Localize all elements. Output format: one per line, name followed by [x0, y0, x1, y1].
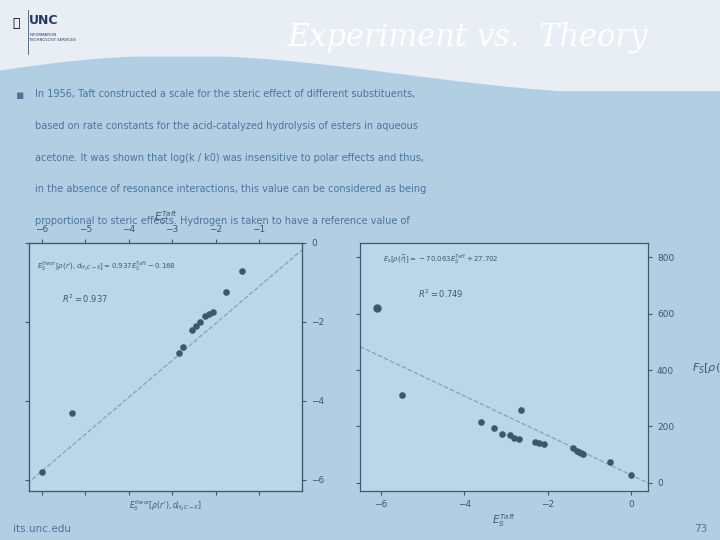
Point: [577, 449, 589, 458]
Point: [36, 467, 48, 476]
Point: [496, 429, 508, 438]
Point: [605, 457, 616, 466]
Point: [538, 440, 549, 448]
Point: [508, 434, 520, 442]
Text: $E_S^{theor}[\rho(r^\prime),d_{H_2C-X}]=0.937E_S^{Taft}-0.168$: $E_S^{theor}[\rho(r^\prime),d_{H_2C-X}]=…: [37, 260, 176, 273]
X-axis label: $E_S^{Taft}$: $E_S^{Taft}$: [492, 512, 516, 529]
X-axis label: $E_S^{Taft}$: $E_S^{Taft}$: [153, 209, 178, 226]
Point: [571, 447, 582, 456]
Point: [475, 418, 487, 427]
Text: Experiment vs.  Theory: Experiment vs. Theory: [288, 22, 648, 53]
Point: [396, 391, 408, 400]
Text: INFORMATION
TECHNOLOGY SERVICES: INFORMATION TECHNOLOGY SERVICES: [30, 32, 76, 42]
Text: UNC: UNC: [30, 14, 59, 27]
Text: its.unc.edu: its.unc.edu: [13, 524, 71, 534]
Text: In 1956, Taft constructed a scale for the steric effect of different substituent: In 1956, Taft constructed a scale for th…: [35, 89, 415, 99]
Point: [567, 443, 579, 452]
Point: [66, 408, 78, 417]
Point: [534, 439, 545, 448]
Point: [177, 343, 189, 352]
Point: [513, 435, 524, 443]
Point: [186, 326, 197, 334]
Point: [573, 448, 585, 456]
Text: ▪: ▪: [16, 89, 24, 102]
Point: [203, 309, 215, 318]
Point: [199, 312, 210, 320]
Point: [220, 288, 232, 296]
Text: acetone. It was shown that log(k / k0) was insensitive to polar effects and thus: acetone. It was shown that log(k / k0) w…: [35, 153, 423, 163]
Point: [194, 318, 206, 326]
Point: [207, 308, 219, 316]
Text: in the absence of resonance interactions, this value can be considered as being: in the absence of resonance interactions…: [35, 184, 426, 194]
Text: based on rate constants for the acid-catalyzed hydrolysis of esters in aqueous: based on rate constants for the acid-cat…: [35, 121, 418, 131]
Point: [488, 423, 500, 432]
Text: 73: 73: [694, 524, 707, 534]
Point: [236, 266, 248, 275]
Point: [626, 471, 637, 480]
Point: [575, 449, 587, 457]
Y-axis label: $F_S[\rho(\vec{r})]$: $F_S[\rho(\vec{r})]$: [693, 359, 720, 375]
X-axis label: $E_S^{theor}[\rho(r^\prime),d_{H_2C-X}]$: $E_S^{theor}[\rho(r^\prime),d_{H_2C-X}]$: [129, 498, 202, 514]
Text: 🏛: 🏛: [12, 17, 19, 30]
Text: $R^2=0.937$: $R^2=0.937$: [62, 293, 108, 305]
Text: proportional to steric effects. Hydrogen is taken to have a reference value of: proportional to steric effects. Hydrogen…: [35, 216, 409, 226]
Point: [173, 349, 184, 357]
Point: [190, 321, 202, 330]
Text: $E_s[\rho(\vec{r})]=-70.063E_S^{Taft}+27.702$: $E_s[\rho(\vec{r})]=-70.063E_S^{Taft}+27…: [383, 253, 499, 266]
Point: [515, 405, 526, 414]
Text: $R^2=0.749$: $R^2=0.749$: [418, 288, 463, 300]
Point: [505, 430, 516, 439]
Point: [529, 438, 541, 447]
